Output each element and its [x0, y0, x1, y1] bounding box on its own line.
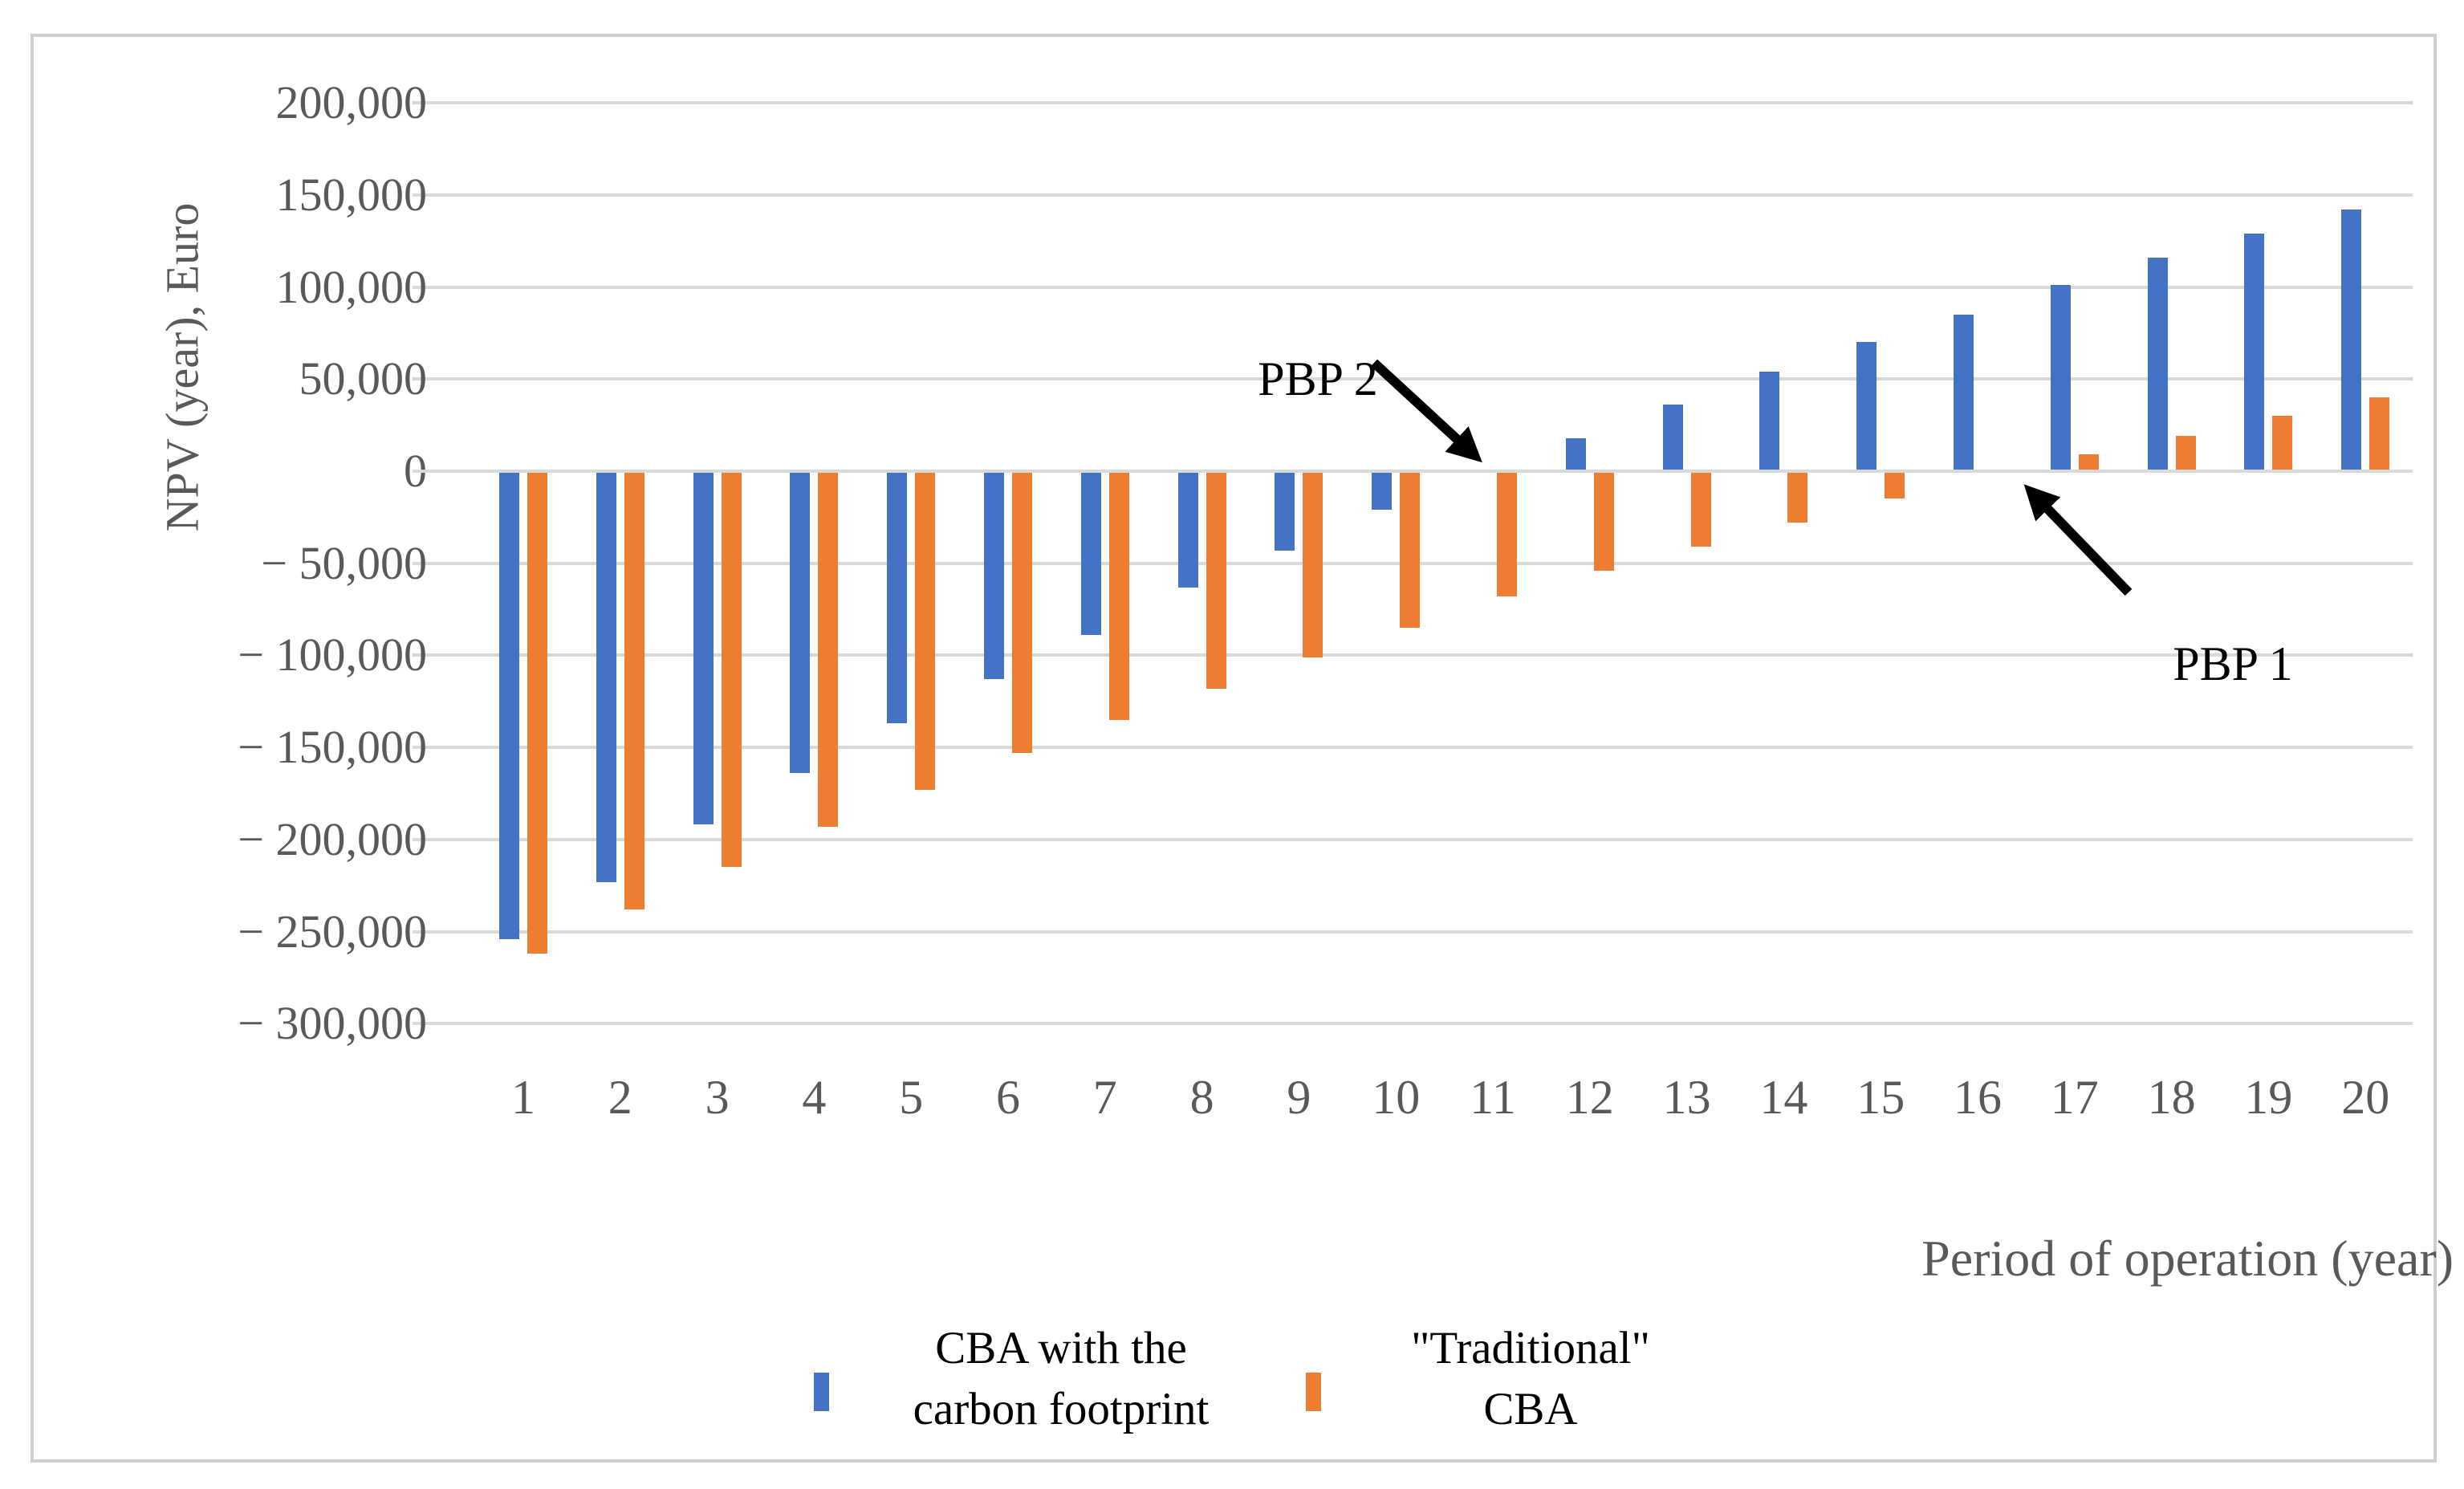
x-tick-label: 9 — [1287, 1071, 1311, 1124]
bar-cba-carbon-year-9 — [1275, 471, 1295, 551]
x-tick-label: 8 — [1189, 1071, 1214, 1124]
x-tick-label: 16 — [1954, 1071, 2002, 1124]
gridline — [413, 101, 2413, 105]
legend-swatch-cba-carbon — [814, 1373, 829, 1411]
bar-traditional-year-1 — [527, 471, 547, 954]
bar-traditional-year-6 — [1012, 471, 1032, 753]
x-tick-label: 10 — [1372, 1071, 1421, 1124]
y-tick-label: 200,000 — [275, 76, 428, 129]
x-tick-label: 13 — [1662, 1071, 1711, 1124]
y-tick-label: − 150,000 — [238, 721, 427, 774]
bar-cba-carbon-year-8 — [1177, 471, 1198, 588]
chart-frame: 200,000 150,000 100,000 50,000 0− 50,000− 10… — [30, 34, 2454, 1463]
legend: CBA with the carbon footprint "Tradition… — [34, 37, 2434, 1459]
y-tick-label: 150,000 — [275, 168, 428, 221]
bar-traditional-year-15 — [1885, 471, 1905, 499]
zero-gridline — [413, 470, 2413, 473]
bar-traditional-year-20 — [2369, 397, 2390, 471]
y-tick-label: 50,000 — [299, 352, 428, 405]
gridline — [413, 837, 2413, 841]
x-tick-label: 1 — [511, 1071, 535, 1124]
bar-cba-carbon-year-7 — [1080, 471, 1101, 636]
x-tick-label: 7 — [1092, 1071, 1117, 1124]
x-tick-label: 20 — [2341, 1071, 2390, 1124]
y-tick-label: − 100,000 — [238, 629, 427, 681]
bar-traditional-year-9 — [1303, 471, 1323, 657]
bar-cba-carbon-year-2 — [596, 471, 616, 882]
legend-swatch-traditional — [1306, 1373, 1321, 1411]
x-tick-label: 6 — [996, 1071, 1020, 1124]
bar-cba-carbon-year-10 — [1372, 471, 1393, 511]
x-tick-label: 12 — [1565, 1071, 1614, 1124]
gridline — [413, 653, 2413, 657]
y-tick-label: 100,000 — [275, 260, 428, 313]
gridline — [413, 1022, 2413, 1026]
bar-cba-carbon-year-13 — [1662, 405, 1683, 471]
bar-cba-carbon-year-18 — [2147, 257, 2168, 471]
annotation-pbp2-label: PBP 2 — [1258, 352, 1378, 405]
bar-traditional-year-2 — [624, 471, 644, 909]
gridline — [413, 746, 2413, 750]
y-tick-label: − 50,000 — [261, 536, 427, 589]
bar-traditional-year-7 — [1108, 471, 1129, 720]
bar-cba-carbon-year-12 — [1565, 437, 1586, 471]
bar-cba-carbon-year-15 — [1856, 342, 1877, 471]
bar-cba-carbon-year-4 — [790, 471, 811, 774]
bar-cba-carbon-year-20 — [2341, 210, 2362, 471]
bar-traditional-year-5 — [915, 471, 936, 790]
annotation-pbp1-label: PBP 1 — [2173, 637, 2293, 690]
x-tick-label: 14 — [1759, 1071, 1808, 1124]
bar-traditional-year-10 — [1400, 471, 1421, 628]
bar-cba-carbon-year-1 — [499, 471, 519, 939]
bar-traditional-year-12 — [1593, 471, 1614, 571]
x-tick-label: 11 — [1470, 1071, 1516, 1124]
x-tick-label: 18 — [2147, 1071, 2196, 1124]
x-tick-label: 19 — [2244, 1071, 2293, 1124]
x-tick-label: 2 — [608, 1071, 632, 1124]
bar-traditional-year-8 — [1206, 471, 1226, 689]
bar-traditional-year-19 — [2272, 416, 2293, 471]
y-tick-label: − 250,000 — [238, 905, 427, 958]
gridline — [413, 930, 2413, 934]
bar-cba-carbon-year-14 — [1759, 372, 1780, 471]
bar-traditional-year-13 — [1690, 471, 1711, 547]
legend-label-cba-carbon: CBA with the carbon footprint — [913, 1323, 1210, 1434]
bar-cba-carbon-year-16 — [1954, 315, 1974, 471]
x-tick-label: 17 — [2050, 1071, 2099, 1124]
x-tick-label: 3 — [705, 1071, 730, 1124]
bar-traditional-year-18 — [2175, 436, 2196, 471]
bar-cba-carbon-year-19 — [2244, 234, 2265, 471]
x-tick-label: 4 — [802, 1071, 827, 1124]
x-tick-label: 5 — [899, 1071, 924, 1124]
bar-cba-carbon-year-5 — [887, 471, 908, 724]
bar-traditional-year-11 — [1497, 471, 1517, 596]
y-tick-label: − 300,000 — [238, 997, 427, 1050]
x-tick-label: 15 — [1856, 1071, 1905, 1124]
legend-label-traditional: "Traditional" CBA — [1411, 1323, 1650, 1434]
x-axis-title: Period of operation (year) — [1921, 1230, 2454, 1287]
bar-cba-carbon-year-6 — [984, 471, 1004, 680]
bar-cba-carbon-year-17 — [2050, 285, 2071, 471]
gridline — [413, 193, 2413, 197]
bar-traditional-year-14 — [1787, 471, 1808, 523]
bar-traditional-year-3 — [721, 471, 742, 868]
gridline — [413, 285, 2413, 289]
y-tick-label: − 200,000 — [238, 812, 427, 865]
bar-traditional-year-17 — [2078, 454, 2099, 471]
bar-traditional-year-4 — [818, 471, 839, 827]
bar-cba-carbon-year-3 — [693, 471, 714, 825]
